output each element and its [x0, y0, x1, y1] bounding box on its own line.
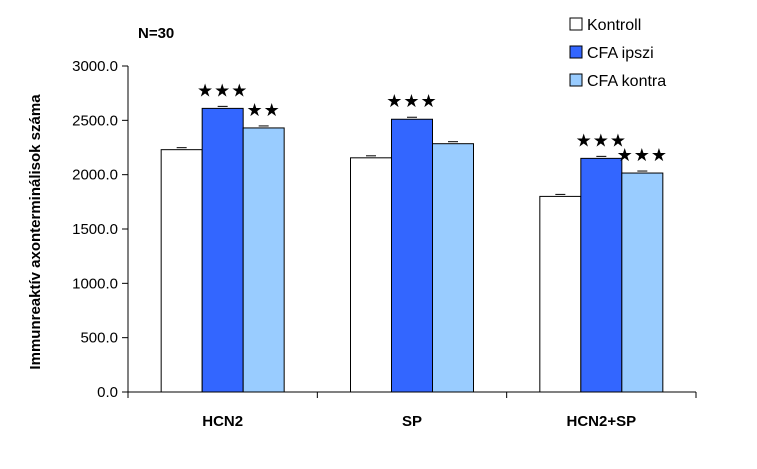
bar [350, 157, 392, 393]
y-tick-label: 3000.0 [72, 58, 118, 75]
bar [201, 107, 244, 393]
bar [432, 143, 474, 393]
sample-size-note: N=30 [138, 25, 174, 42]
significance-stars: ★★★ [617, 145, 668, 165]
y-tick-label: 0.0 [97, 384, 118, 401]
legend-swatch [569, 17, 583, 31]
bar [580, 157, 623, 393]
y-tick-label: 2500.0 [72, 112, 118, 129]
y-tick-label: 1000.0 [72, 275, 118, 292]
legend-label: CFA ipszi [587, 45, 654, 62]
x-tick-label: HCN2 [202, 413, 243, 430]
x-axis: HCN2 SP HCN2+SP [127, 391, 697, 430]
y-tick-label: 1500.0 [72, 221, 118, 238]
x-tick-label: HCN2+SP [567, 413, 637, 430]
significance-stars: ★★★ [386, 91, 437, 111]
y-tick-label: 500.0 [80, 330, 118, 347]
bar [160, 149, 203, 393]
y-tick-label: 2000.0 [72, 167, 118, 184]
significance-stars: ★★ [247, 100, 281, 120]
bar [621, 172, 664, 393]
y-axis: 0.0 500.0 1000.0 1500.0 2000.0 2500.0 3000.0 [72, 58, 129, 401]
legend-swatch [569, 45, 583, 59]
y-axis-label: Immunreaktív axonterminálisok száma [27, 94, 44, 370]
significance-markers: ★★★★★ ★★★★★★★★★ [197, 80, 668, 165]
x-tick-label: SP [402, 413, 422, 430]
legend-label: CFA kontra [587, 73, 666, 90]
bar [391, 118, 433, 393]
significance-stars: ★★★ [197, 80, 248, 100]
bar [242, 127, 285, 393]
legend: Kontroll CFA ipszi CFA kontra [569, 17, 666, 90]
bar [539, 195, 582, 393]
legend-swatch [569, 73, 583, 87]
legend-label: Kontroll [587, 17, 641, 34]
significance-stars: ★★★ [576, 130, 627, 150]
